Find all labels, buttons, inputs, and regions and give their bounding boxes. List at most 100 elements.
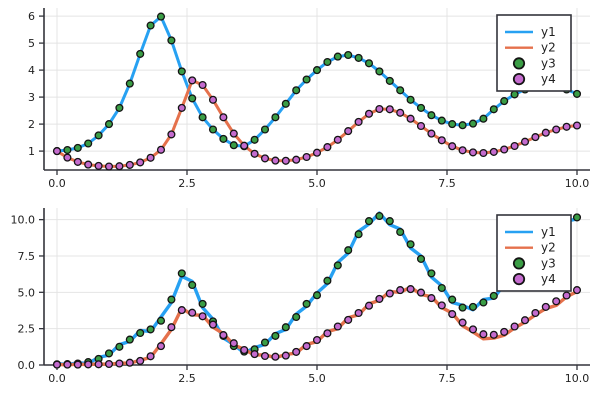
y4-marker: [260, 351, 270, 361]
y3-marker: [250, 135, 259, 144]
y4-marker: [458, 318, 467, 327]
x-tick-label: 2.5: [178, 372, 196, 385]
y4-marker: [146, 153, 155, 162]
y4-marker: [333, 322, 342, 331]
legend-entry-y4: y4: [512, 72, 556, 86]
y4-marker: [427, 129, 436, 138]
y3-marker: [354, 53, 363, 62]
y4-marker: [125, 160, 134, 169]
y4-marker: [84, 360, 93, 369]
y4-marker: [73, 360, 82, 369]
y4-marker: [250, 350, 259, 359]
y4-marker: [427, 294, 436, 303]
y4-marker: [468, 325, 478, 334]
y3-marker: [437, 283, 446, 293]
y4-marker: [292, 347, 301, 356]
y3-marker: [416, 254, 426, 263]
y3-marker: [167, 295, 176, 304]
y4-marker: [479, 148, 488, 158]
legend-marker-sample-y3: [512, 57, 526, 70]
y4-marker: [562, 291, 571, 300]
series-y4-markers: [52, 285, 582, 369]
y4-marker: [354, 117, 363, 126]
y3-marker: [156, 316, 166, 325]
y4-marker: [364, 109, 374, 118]
y4-marker: [52, 360, 62, 369]
y4-marker: [344, 315, 353, 324]
y3-marker: [458, 303, 467, 312]
y4-marker: [281, 156, 290, 165]
x-tick-label: 7.5: [438, 372, 456, 385]
y4-marker: [406, 114, 415, 123]
y4-marker: [562, 122, 571, 131]
y3-marker: [125, 335, 134, 344]
legend-label: y3: [541, 56, 556, 70]
y4-marker: [167, 130, 176, 139]
y4-marker: [520, 316, 530, 325]
y4-marker: [125, 358, 134, 367]
legend-entry-y4: y4: [512, 272, 556, 286]
y3-marker: [73, 143, 82, 152]
y4-marker: [354, 308, 363, 318]
y3-marker: [344, 246, 353, 255]
y3-marker: [292, 86, 301, 95]
y4-marker: [312, 148, 322, 157]
y4-marker: [531, 308, 540, 318]
y3-marker: [104, 349, 114, 358]
y4-marker: [520, 137, 530, 146]
y4-marker: [271, 156, 280, 165]
y3-marker: [302, 75, 311, 84]
legend-entry-y3: y3: [512, 256, 556, 270]
y4-marker: [104, 359, 114, 369]
y4-marker: [229, 129, 238, 138]
y4-marker: [552, 125, 561, 134]
y3-marker: [125, 79, 134, 88]
y4-marker: [188, 308, 197, 317]
legend-marker-sample-y4: [512, 73, 526, 86]
y3-marker: [489, 291, 498, 300]
legend-entry-y2: y2: [505, 241, 556, 255]
x-tick-label: 0.0: [48, 177, 66, 190]
y4-marker: [385, 105, 394, 114]
y4-marker: [385, 289, 394, 298]
y4-marker: [94, 161, 103, 170]
y-tick-label: 7.5: [18, 250, 36, 263]
y3-marker: [396, 86, 405, 95]
tick-marks: [39, 15, 578, 175]
y3-marker: [281, 99, 290, 108]
y3-marker: [479, 114, 488, 123]
y4-marker: [198, 80, 207, 90]
y3-marker: [406, 240, 415, 249]
y4-marker: [177, 306, 186, 315]
y4-marker: [198, 312, 207, 321]
y3-marker: [188, 280, 197, 290]
y4-marker: [396, 286, 405, 295]
y4-marker: [510, 322, 519, 331]
y3-marker: [260, 125, 270, 134]
y4-marker: [375, 294, 384, 303]
y3-marker: [323, 57, 332, 67]
y3-marker: [344, 50, 353, 60]
y3-marker: [333, 261, 342, 270]
y3-marker: [115, 342, 124, 351]
legend-label: y3: [541, 256, 556, 270]
y4-marker: [416, 288, 426, 297]
y3-marker: [219, 134, 228, 143]
y-tick-label: 2.5: [18, 323, 36, 336]
y4-marker: [489, 330, 498, 339]
y4-marker: [406, 285, 415, 294]
y-tick-label: 5.0: [18, 286, 36, 299]
y4-marker: [52, 147, 62, 156]
tick-labels: 0.0 2.5 5.0 7.5 10.0 1 2 3 4 5 6: [28, 10, 589, 190]
y-tick-label: 2: [28, 118, 35, 131]
x-tick-label: 5.0: [308, 372, 326, 385]
y4-marker: [156, 342, 166, 351]
y3-marker: [177, 269, 186, 278]
y3-marker: [271, 331, 280, 340]
y3-marker: [572, 89, 582, 98]
y4-marker: [437, 301, 446, 310]
x-tick-label: 10.0: [565, 372, 590, 385]
y4-marker: [344, 127, 353, 136]
y3-marker: [572, 213, 582, 222]
